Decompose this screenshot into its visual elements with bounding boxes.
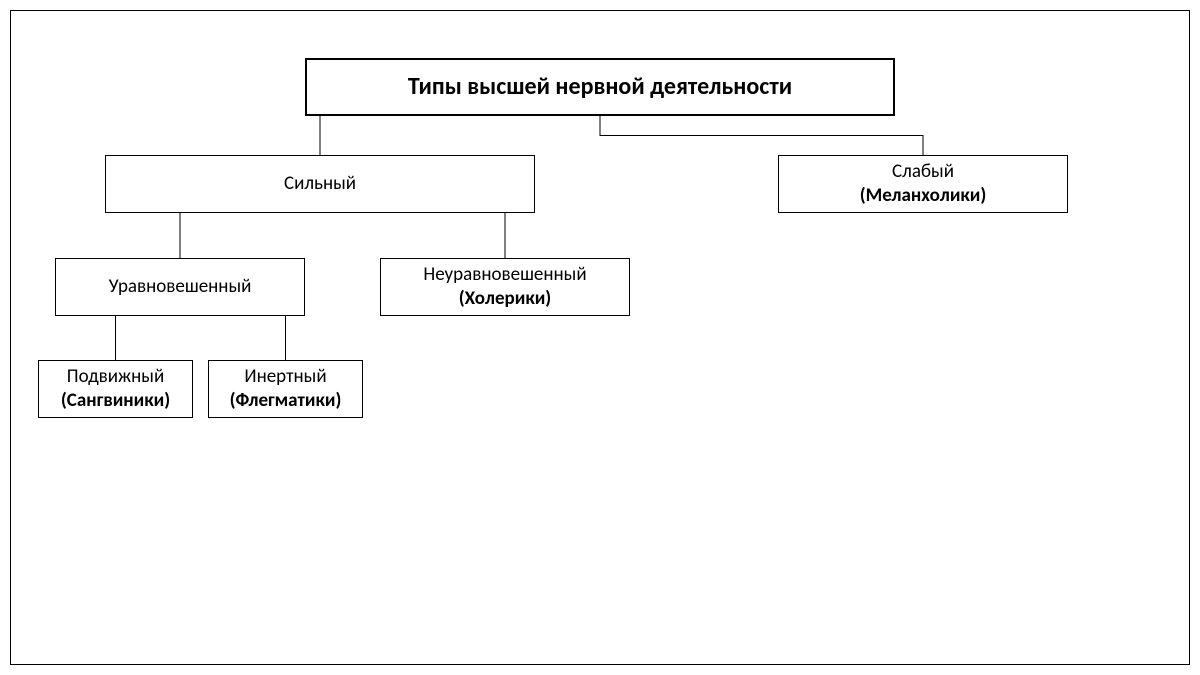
node-root-title: Типы высшей нервной деятельности: [408, 72, 792, 102]
node-unbalanced-label: Неуравновешенный: [423, 263, 586, 287]
node-unbalanced: Неуравновешенный (Холерики): [380, 258, 630, 316]
node-balanced: Уравновешенный: [55, 258, 305, 316]
node-strong: Сильный: [105, 155, 535, 213]
node-balanced-label: Уравновешенный: [109, 275, 252, 299]
node-inert-label: Инертный: [244, 365, 326, 389]
node-inert: Инертный (Флегматики): [208, 360, 363, 418]
node-strong-label: Сильный: [284, 172, 356, 196]
node-weak: Слабый (Меланхолики): [778, 155, 1068, 213]
node-weak-label: Слабый: [892, 160, 954, 184]
node-root: Типы высшей нервной деятельности: [305, 58, 895, 116]
node-inert-sublabel: (Флегматики): [230, 389, 342, 413]
node-mobile-label: Подвижный: [67, 365, 164, 389]
node-weak-sublabel: (Меланхолики): [860, 184, 987, 208]
node-mobile: Подвижный (Сангвиники): [38, 360, 193, 418]
node-mobile-sublabel: (Сангвиники): [61, 389, 170, 413]
node-unbalanced-sublabel: (Холерики): [459, 287, 551, 311]
